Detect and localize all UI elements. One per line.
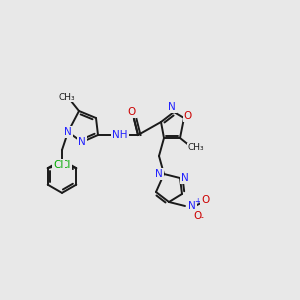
Text: N: N [181,173,189,183]
Text: +: + [194,196,200,206]
Text: -: - [201,214,203,223]
Text: O: O [193,211,201,221]
Text: CH₃: CH₃ [188,143,204,152]
Text: O: O [184,111,192,121]
Text: O: O [128,107,136,117]
Text: N: N [188,201,196,211]
Text: Cl: Cl [61,160,71,170]
Text: CH₃: CH₃ [59,92,75,101]
Text: Cl: Cl [53,160,64,170]
Text: O: O [201,195,209,205]
Text: N: N [168,102,176,112]
Text: N: N [78,137,86,147]
Text: NH: NH [112,130,128,140]
Text: N: N [64,127,72,137]
Text: N: N [155,169,163,179]
